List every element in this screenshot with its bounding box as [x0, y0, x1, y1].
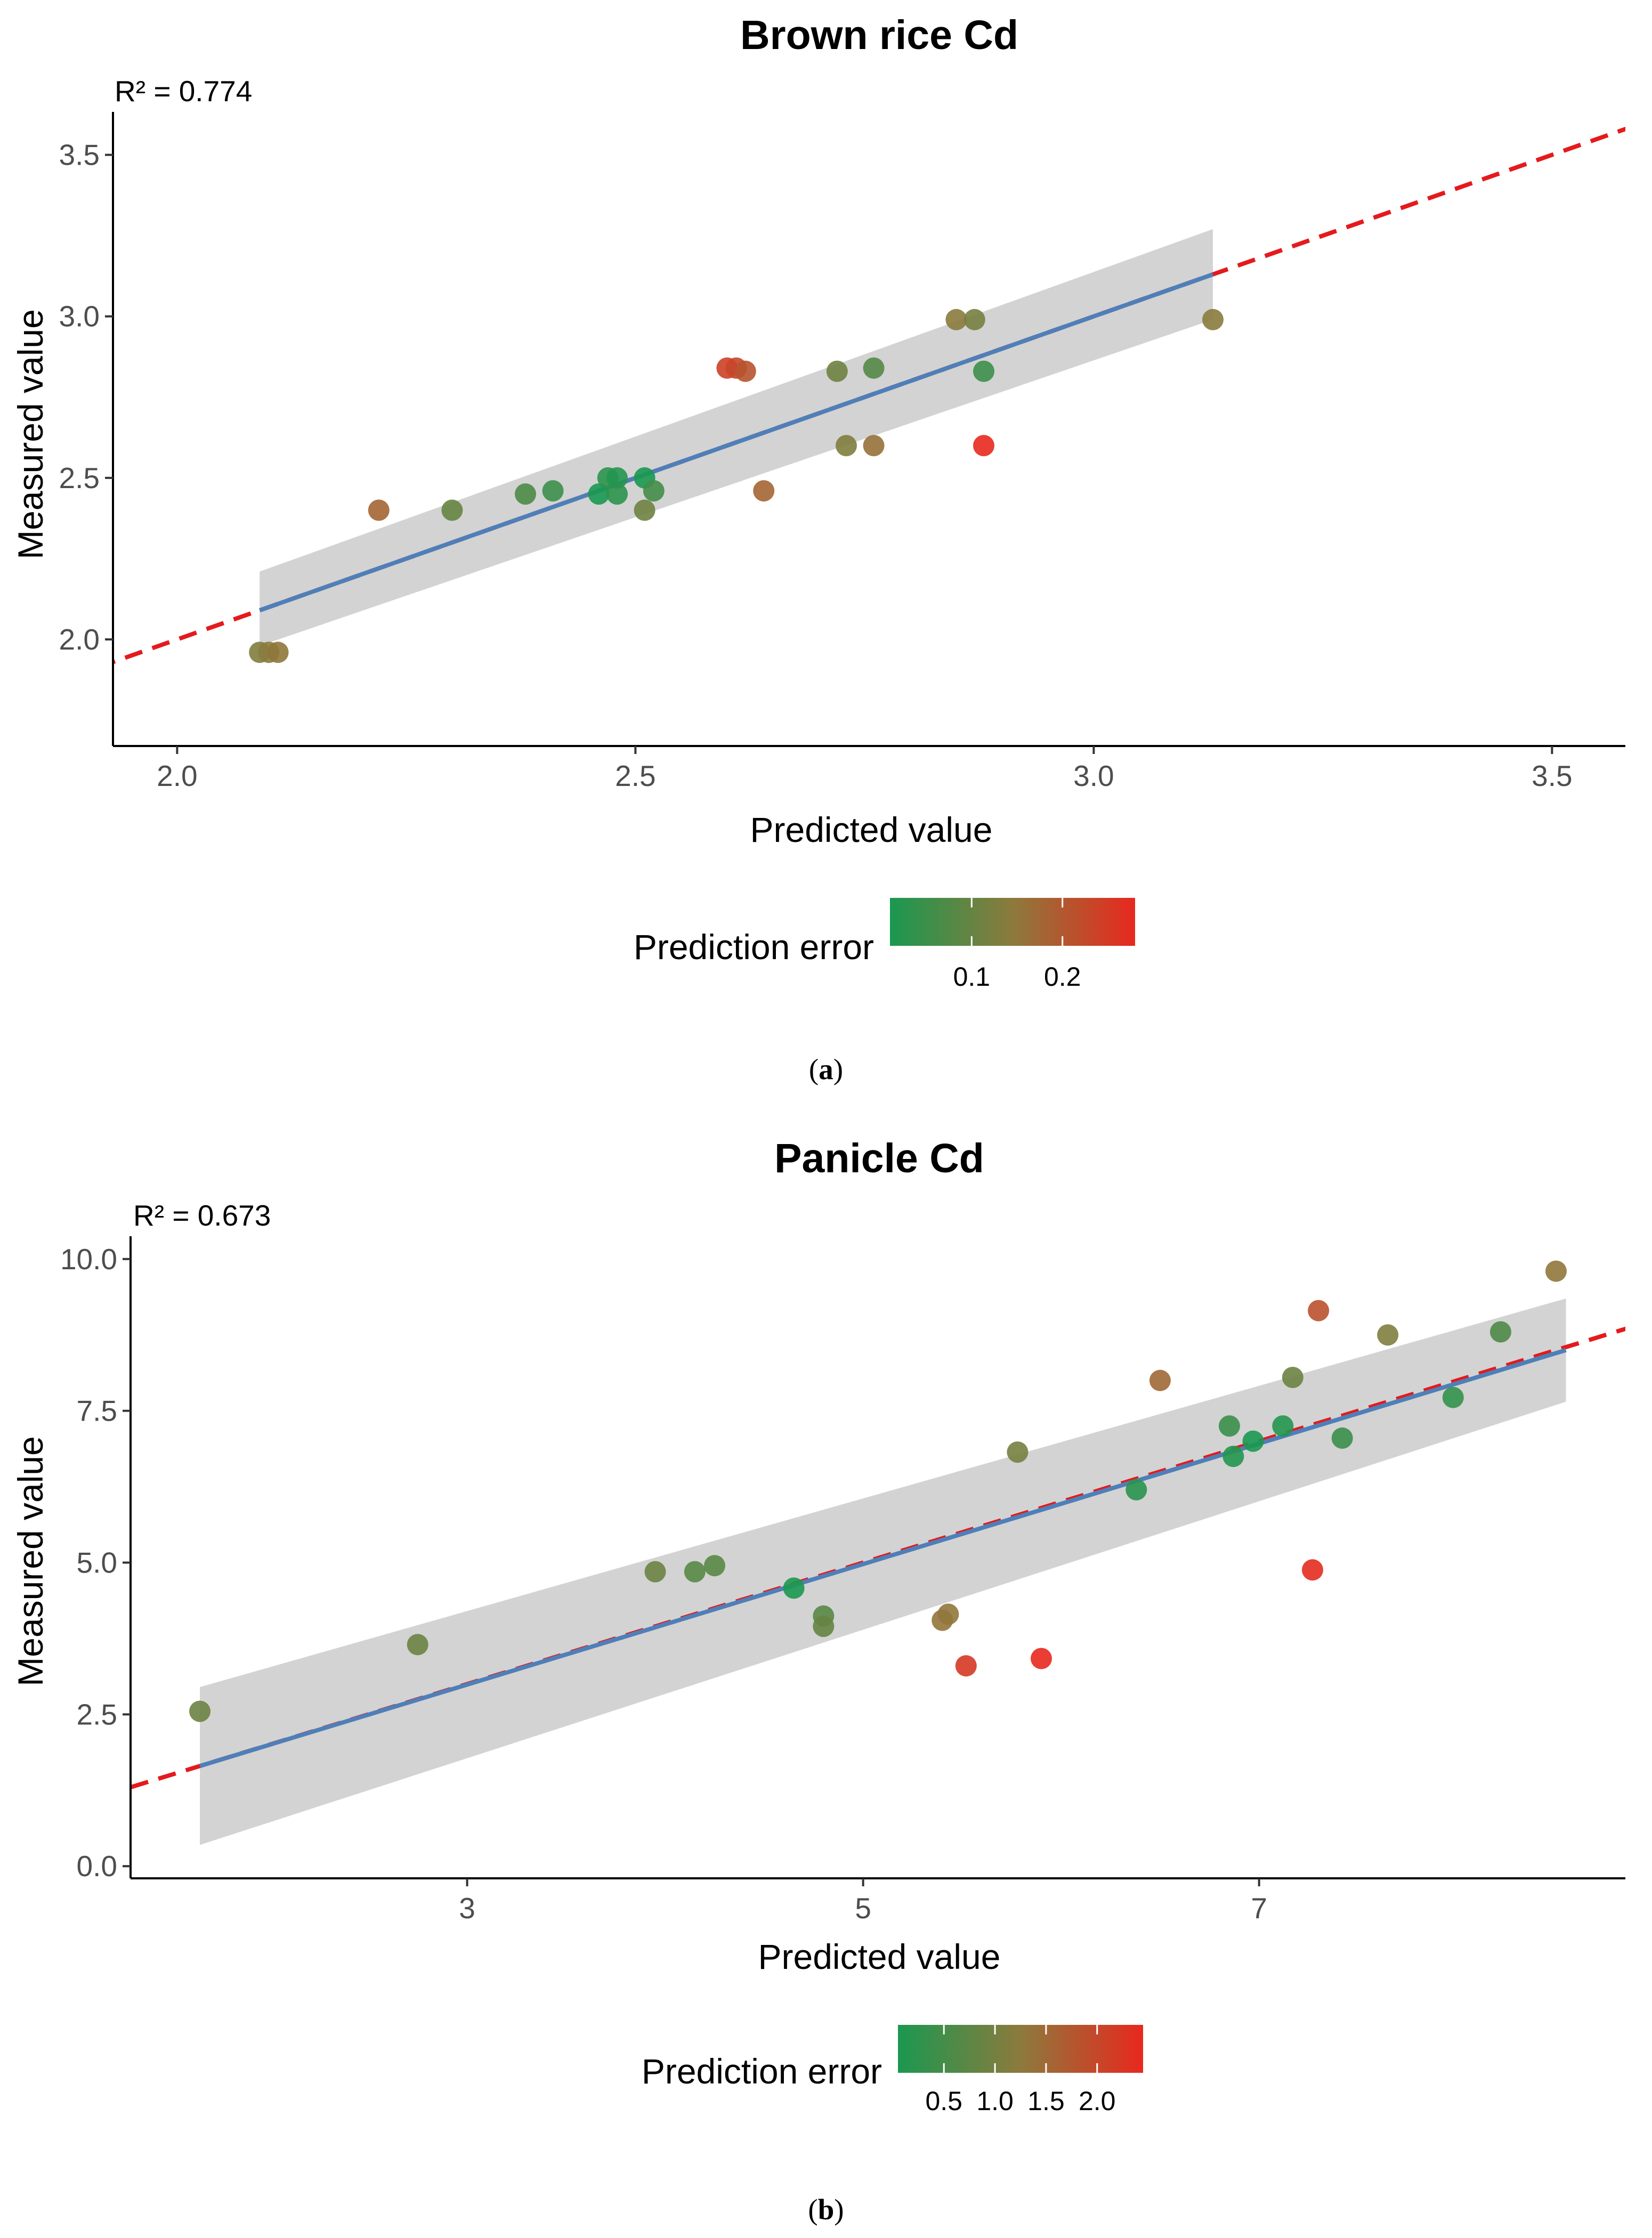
data-point — [753, 480, 775, 502]
data-point — [407, 1634, 428, 1656]
data-point — [588, 483, 610, 505]
caption-open: ( — [808, 2193, 817, 2226]
data-point — [267, 642, 289, 663]
data-point — [1308, 1300, 1330, 1321]
y-tick-label: 3.0 — [59, 300, 100, 333]
y-tick-label: 2.5 — [59, 461, 100, 494]
data-point — [1149, 1369, 1171, 1391]
x-axis-label: Predicted value — [750, 810, 993, 849]
confidence-band — [200, 1298, 1566, 1845]
data-point — [441, 499, 463, 521]
legend-colorbar — [890, 898, 1135, 946]
data-point — [1242, 1430, 1264, 1452]
data-point — [1272, 1415, 1294, 1437]
data-point — [606, 467, 628, 489]
regression-line — [199, 1348, 1567, 1769]
data-point — [783, 1577, 805, 1599]
regression-line — [258, 272, 1214, 613]
caption-letter: b — [818, 2193, 835, 2226]
legend-tick-label: 0.5 — [925, 2086, 962, 2116]
y-tick-label: 7.5 — [77, 1394, 117, 1428]
data-point — [1442, 1386, 1464, 1408]
data-point — [643, 480, 665, 502]
data-point — [1125, 1479, 1147, 1501]
data-point — [189, 1700, 211, 1722]
r-squared-label: R² = 0.774 — [115, 75, 252, 108]
legend-tick-label: 0.1 — [953, 962, 991, 992]
y-tick-label: 5.0 — [77, 1546, 117, 1579]
caption-letter: a — [819, 1053, 833, 1085]
x-tick-label: 3.0 — [1073, 759, 1114, 792]
panel-caption: (a) — [809, 1053, 843, 1085]
legend-tick-label: 1.0 — [976, 2086, 1014, 2116]
data-point — [973, 435, 994, 457]
data-point — [703, 1555, 725, 1577]
data-point — [1222, 1446, 1244, 1467]
confidence-band — [260, 229, 1213, 646]
caption-close: ) — [834, 2193, 844, 2226]
y-tick-label: 0.0 — [77, 1850, 117, 1883]
identity-line — [113, 126, 1625, 664]
data-point — [813, 1616, 835, 1637]
chart-title: Panicle Cd — [774, 1136, 984, 1181]
legend-tick-label: 2.0 — [1079, 2086, 1116, 2116]
chart-panel-b: Panicle Cd R² = 0.673 3 5 7 0.0 2.5 5.0 7.5 10.0 P… — [11, 1136, 1625, 2226]
x-tick-label: 7 — [1251, 1892, 1267, 1925]
data-point — [826, 360, 848, 382]
panel-caption: (b) — [808, 2193, 844, 2226]
data-point — [1031, 1648, 1052, 1669]
caption-open: ( — [809, 1053, 819, 1085]
x-tick-label: 3.5 — [1532, 759, 1572, 792]
y-axis-label: Measured value — [11, 309, 50, 560]
data-point — [945, 309, 967, 330]
chart-panel-a: Brown rice Cd R² = 0.774 2.0 2.5 3.0 3.5 2.0 2.… — [11, 12, 1625, 1085]
x-tick-label: 3 — [459, 1892, 475, 1925]
data-point — [836, 435, 857, 457]
x-tick-label: 2.0 — [157, 759, 197, 792]
y-tick-label: 2.0 — [59, 623, 100, 656]
data-point — [644, 1561, 666, 1583]
data-point — [955, 1655, 977, 1677]
legend-title: Prediction error — [634, 927, 874, 967]
data-point — [1545, 1260, 1567, 1282]
data-point — [1202, 309, 1224, 330]
r-squared-label: R² = 0.673 — [133, 1199, 271, 1232]
data-point — [515, 483, 536, 505]
legend-colorbar — [898, 2025, 1143, 2073]
plot-area — [113, 126, 1625, 664]
data-point — [634, 499, 655, 521]
data-point — [542, 480, 564, 502]
y-tick-label: 3.5 — [59, 139, 100, 172]
x-tick-label: 2.5 — [615, 759, 655, 792]
y-tick-label: 10.0 — [60, 1243, 117, 1276]
legend-tick-label: 0.2 — [1044, 962, 1081, 992]
data-point — [863, 435, 885, 457]
data-point — [863, 357, 885, 379]
data-point — [1489, 1321, 1511, 1343]
chart-title: Brown rice Cd — [740, 12, 1018, 58]
x-tick-label: 5 — [855, 1892, 871, 1925]
data-point — [1007, 1441, 1029, 1463]
legend-title: Prediction error — [642, 2052, 882, 2091]
data-point — [973, 360, 994, 382]
data-point — [963, 309, 985, 330]
y-tick-label: 2.5 — [77, 1698, 117, 1731]
data-point — [606, 483, 628, 505]
caption-close: ) — [833, 1053, 843, 1085]
plot-area — [131, 1260, 1625, 1845]
data-point — [1301, 1559, 1323, 1581]
data-point — [1282, 1366, 1303, 1388]
data-point — [684, 1561, 706, 1583]
legend-tick-label: 1.5 — [1027, 2086, 1065, 2116]
data-point — [368, 499, 390, 521]
data-point — [734, 360, 756, 382]
data-point — [937, 1603, 959, 1625]
data-point — [1377, 1324, 1399, 1346]
x-axis-label: Predicted value — [758, 1937, 1001, 1976]
y-axis-label: Measured value — [11, 1436, 50, 1686]
data-point — [1218, 1415, 1240, 1437]
data-point — [1331, 1427, 1353, 1449]
